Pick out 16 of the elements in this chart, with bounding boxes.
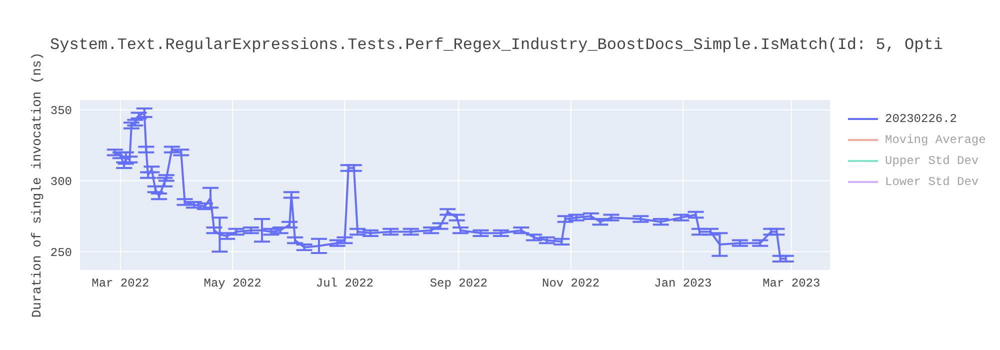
x-tick-label: Mar 2023	[762, 276, 820, 291]
y-tick-label: 300	[50, 175, 72, 190]
y-axis-title: Duration of single invocation (ns)	[30, 52, 44, 318]
y-tick-label: 350	[50, 104, 72, 118]
x-tick-label: Nov 2022	[542, 276, 600, 291]
legend-label: Lower Std Dev	[885, 174, 979, 188]
x-tick-label: Jan 2023	[654, 276, 712, 291]
x-tick-label: Sep 2022	[430, 276, 488, 291]
legend-label: Moving Average	[885, 132, 986, 146]
legend-label: Upper Std Dev	[885, 154, 979, 168]
chart-title: System.Text.RegularExpressions.Tests.Perf_Regex_Industry_BoostDocs_Simple.IsMatch(Id: 5, Opti	[50, 36, 943, 54]
y-tick-label: 250	[50, 246, 72, 260]
x-tick-label: Mar 2022	[92, 276, 150, 291]
x-tick-label: Jul 2022	[316, 276, 374, 291]
x-tick-label: May 2022	[204, 276, 262, 291]
legend-label: 20230226.2	[885, 112, 958, 126]
